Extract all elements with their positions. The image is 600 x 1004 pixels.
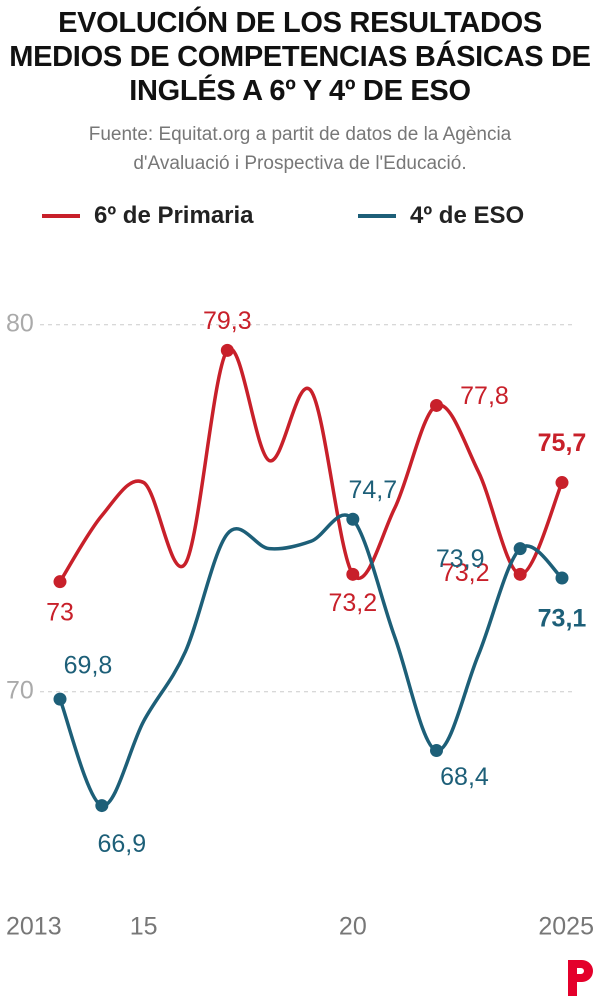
data-point <box>555 476 569 490</box>
data-label: 73,2 <box>441 559 490 587</box>
data-label: 68,4 <box>440 763 489 791</box>
data-label: 66,9 <box>97 830 146 858</box>
data-point <box>220 343 234 357</box>
data-label: 73,2 <box>328 589 377 617</box>
data-label: 79,3 <box>203 307 252 335</box>
data-point <box>346 567 360 581</box>
data-label: 69,8 <box>64 652 113 680</box>
data-point <box>513 567 527 581</box>
chart-subtitle: Fuente: Equitat.org a partit de datos de… <box>88 124 512 174</box>
data-point <box>430 744 443 758</box>
legend-swatch <box>358 214 396 218</box>
data-label: 73 <box>46 598 74 626</box>
data-point <box>53 692 67 706</box>
legend-item: 4º de ESO <box>358 202 524 230</box>
series-line <box>58 347 564 583</box>
series-line <box>58 513 564 808</box>
data-label: 73,9 <box>436 545 485 573</box>
legend-label: 6º de Primaria <box>94 202 254 229</box>
logo <box>568 960 593 996</box>
data-label: 77,8 <box>460 382 509 410</box>
x-tick-label: 2025 <box>538 913 594 941</box>
data-point <box>555 571 569 585</box>
y-tick-label: 70 <box>6 676 34 704</box>
data-label: 73,1 <box>538 605 587 633</box>
data-point <box>346 512 360 526</box>
chart-title: EVOLUCIÓN DE LOS RESULTADOS MEDIOS DE CO… <box>9 7 591 107</box>
data-point <box>513 542 527 556</box>
y-tick-label: 80 <box>6 309 34 337</box>
data-point <box>430 398 443 412</box>
legend-swatch <box>42 214 80 218</box>
legend-item: 6º de Primaria <box>42 202 254 230</box>
data-label: 74,7 <box>348 476 397 504</box>
data-point <box>95 799 109 813</box>
legend-label: 4º de ESO <box>410 202 525 229</box>
data-label: 75,7 <box>538 429 587 457</box>
data-point <box>53 575 67 589</box>
x-tick-label: 15 <box>130 913 158 941</box>
x-tick-label: 2013 <box>6 913 62 941</box>
x-tick-label: 20 <box>339 913 367 941</box>
